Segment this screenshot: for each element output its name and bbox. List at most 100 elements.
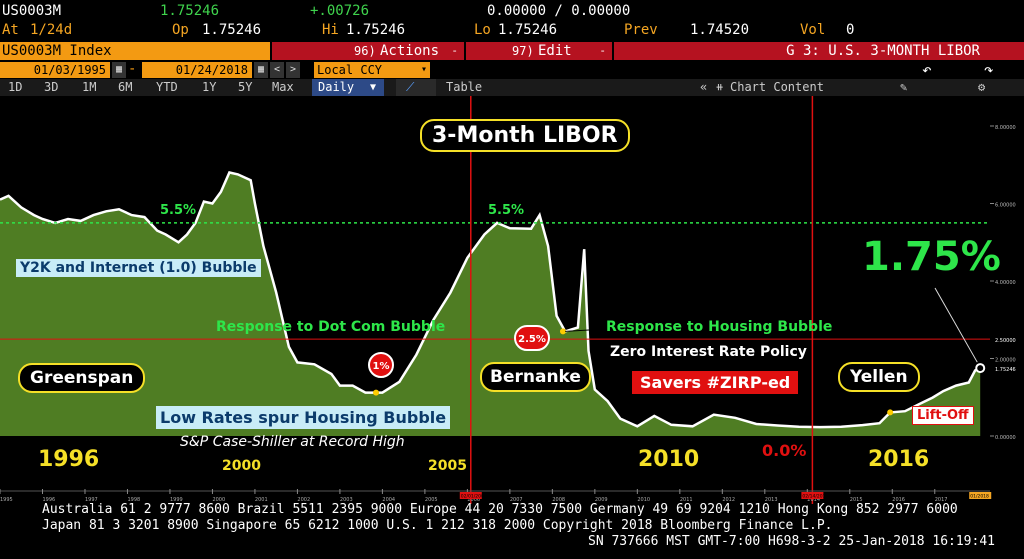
currency-caret-icon: ▾ <box>418 62 430 78</box>
x-tick-label: 2001 <box>255 497 268 503</box>
range-5y[interactable]: 5Y <box>238 80 253 94</box>
range-6m[interactable]: 6M <box>118 80 133 94</box>
yellen-label: Yellen <box>838 362 920 392</box>
frequency-select[interactable]: Daily ▼ <box>312 79 384 96</box>
collapse-icon[interactable]: « <box>700 80 708 94</box>
range-ytd[interactable]: YTD <box>156 80 178 94</box>
x-marker-box <box>969 492 992 499</box>
y-tick-label: 2.00000 <box>995 358 1016 364</box>
x-marker-label: 01/2018 <box>970 494 989 500</box>
liftoff-dot <box>887 409 894 416</box>
at-value: 1/24d <box>30 22 73 38</box>
actions-caret-icon: - <box>451 44 458 57</box>
range-1d[interactable]: 1D <box>8 80 23 94</box>
y-axis-ticks: 8.00000 6.00000 4.00000 2.00000 0.00000 2.500… <box>990 125 1016 441</box>
x-tick-label: 2011 <box>680 497 693 503</box>
graph-title-bar: G 3: U.S. 3-MONTH LIBOR <box>614 42 1024 60</box>
edit-caret-icon: - <box>599 44 606 57</box>
prev-label: Prev <box>624 22 658 38</box>
y-current-label: 1.75246 <box>995 367 1016 373</box>
volume-value: 0 <box>846 22 855 38</box>
high-value: 1.75246 <box>346 22 406 38</box>
housing-label: Response to Housing Bubble <box>606 319 833 335</box>
x-tick-label: 2012 <box>722 497 735 503</box>
x-tick-label: 1999 <box>170 497 183 503</box>
x-tick-label: 2017 <box>935 497 948 503</box>
dotcom-dot <box>373 389 380 396</box>
currency-select[interactable]: Local CCY <box>314 62 430 78</box>
edit-chart-icon[interactable]: ✎ <box>900 80 908 94</box>
frequency-value: Daily <box>318 80 355 94</box>
prev-period-icon[interactable]: < <box>270 62 284 78</box>
current-rate-label: 1.75% <box>862 234 1001 280</box>
table-button[interactable]: Table <box>446 80 483 94</box>
x-tick-label: 2010 <box>637 497 650 503</box>
savers-label: Savers #ZIRP-ed <box>632 371 799 394</box>
footer-session: SN 737666 MST GMT-7:00 H698-3-2 25-Jan-2… <box>588 534 995 549</box>
housing-dot <box>559 328 566 335</box>
x-tick-label: 2015 <box>850 497 863 503</box>
start-date-input[interactable]: 01/03/1995 <box>0 62 110 78</box>
open-label: Op <box>172 22 189 38</box>
chart-title: 3-Month LIBOR <box>420 119 630 152</box>
index-toolbar: US0003M Index 96) Actions - 97) Edit - G… <box>0 42 1024 60</box>
peak-label-2: 5.5% <box>488 203 525 218</box>
low-rates-label: Low Rates spur Housing Bubble <box>156 406 451 429</box>
x-tick-label: 1995 <box>0 497 13 503</box>
footer-phones-1: Australia 61 2 9777 8600 Brazil 5511 239… <box>42 502 958 517</box>
y2k-label: Y2K and Internet (1.0) Bubble <box>16 259 261 277</box>
y-extra-label: 2.50000 <box>995 338 1016 344</box>
x-tick-label: 1996 <box>42 497 55 503</box>
range-max[interactable]: Max <box>272 80 294 94</box>
range-3d[interactable]: 3D <box>44 80 59 94</box>
x-marker-box <box>459 492 482 499</box>
dotcom-label: Response to Dot Com Bubble <box>216 319 446 335</box>
redo-icon[interactable]: ↷ <box>984 60 994 79</box>
end-calendar-icon[interactable]: ▦ <box>254 62 268 78</box>
x-tick-label: 2003 <box>340 497 353 503</box>
housing-pointer <box>565 328 607 332</box>
chart-content-icon: ⧺ <box>716 80 724 94</box>
y-tick-label: 4.00000 <box>995 280 1016 286</box>
chart-content-button[interactable]: Chart Content <box>730 80 824 94</box>
x-tick-label: 2005 <box>425 497 438 503</box>
bid-ask: 0.00000 / 0.00000 <box>487 3 631 19</box>
edit-number: 97) <box>512 44 534 58</box>
currency-value: Local CCY <box>317 63 383 77</box>
chart-lines <box>0 96 990 504</box>
chart-mode-button[interactable]: ⟋ <box>396 79 436 96</box>
x-tick-label: 2004 <box>382 497 395 503</box>
libor-chart: 8.00000 6.00000 4.00000 2.00000 0.00000 2.500… <box>0 96 1024 504</box>
range-1y[interactable]: 1Y <box>202 80 217 94</box>
date-range-bar: 01/03/1995 ▦ - 01/24/2018 ▦ < > Local CC… <box>0 60 1024 79</box>
end-date-input[interactable]: 01/24/2018 <box>142 62 252 78</box>
dotcom-pointer <box>339 339 366 386</box>
low-label: Lo <box>474 22 491 38</box>
footer-phones-2: Japan 81 3 3201 8900 Singapore 65 6212 1… <box>42 518 833 533</box>
edit-label: Edit <box>538 43 572 59</box>
price-change: +.00726 <box>310 3 370 19</box>
index-field[interactable]: US0003M Index <box>0 42 270 60</box>
range-1m[interactable]: 1M <box>82 80 97 94</box>
zero-percent-label: 0.0% <box>762 441 807 460</box>
edit-menu[interactable]: 97) Edit - <box>466 42 612 60</box>
ticker: US0003M <box>2 3 62 19</box>
x-tick-label: 2014 <box>807 497 820 503</box>
start-calendar-icon[interactable]: ▦ <box>112 62 126 78</box>
index-label: US0003M Index <box>2 43 112 59</box>
x-tick-label: 2013 <box>765 497 778 503</box>
next-period-icon[interactable]: > <box>286 62 300 78</box>
x-tick-label: 2016 <box>892 497 905 503</box>
actions-menu[interactable]: 96) Actions - <box>272 42 464 60</box>
x-tick-label: 2006 <box>467 497 480 503</box>
y-tick-label: 0.00000 <box>995 435 1016 441</box>
high-label: Hi <box>322 22 339 38</box>
x-tick-label: 2008 <box>552 497 565 503</box>
current-dot <box>975 363 986 374</box>
year-label-2000: 2000 <box>222 458 261 474</box>
settings-icon[interactable]: ⚙ <box>978 80 986 94</box>
undo-icon[interactable]: ↶ <box>922 60 932 79</box>
y-tick-label: 6.00000 <box>995 203 1016 209</box>
prev-value: 1.74520 <box>690 22 750 38</box>
open-value: 1.75246 <box>202 22 262 38</box>
